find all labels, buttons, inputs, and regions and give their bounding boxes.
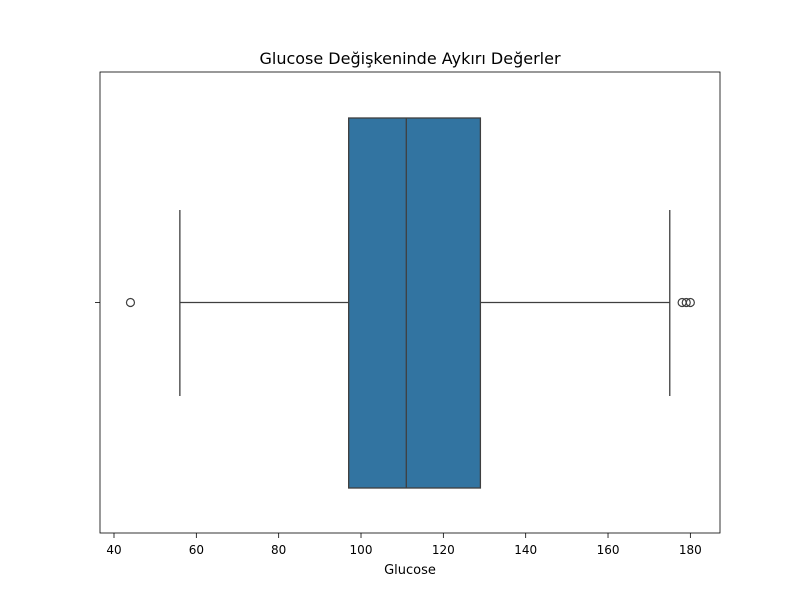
x-tick-label: 140 — [514, 543, 537, 557]
outlier-point — [685, 297, 695, 308]
x-axis: 40 60 80 100 120 140 160 180 — [106, 533, 702, 557]
x-tick-label: 100 — [350, 543, 373, 557]
x-tick-label: 40 — [106, 543, 121, 557]
x-tick-label: 180 — [679, 543, 702, 557]
x-tick-label: 60 — [189, 543, 204, 557]
iqr-box — [348, 117, 482, 489]
chart-marks — [125, 117, 695, 489]
outlier-point — [681, 297, 691, 308]
x-axis-label: Glucose — [384, 563, 436, 578]
x-tick-label: 80 — [271, 543, 286, 557]
chart-title: Glucose Değişkeninde Aykırı Değerler — [259, 49, 560, 68]
x-tick-label: 160 — [597, 543, 620, 557]
x-tick-label: 120 — [432, 543, 455, 557]
outlier-point — [125, 297, 136, 308]
